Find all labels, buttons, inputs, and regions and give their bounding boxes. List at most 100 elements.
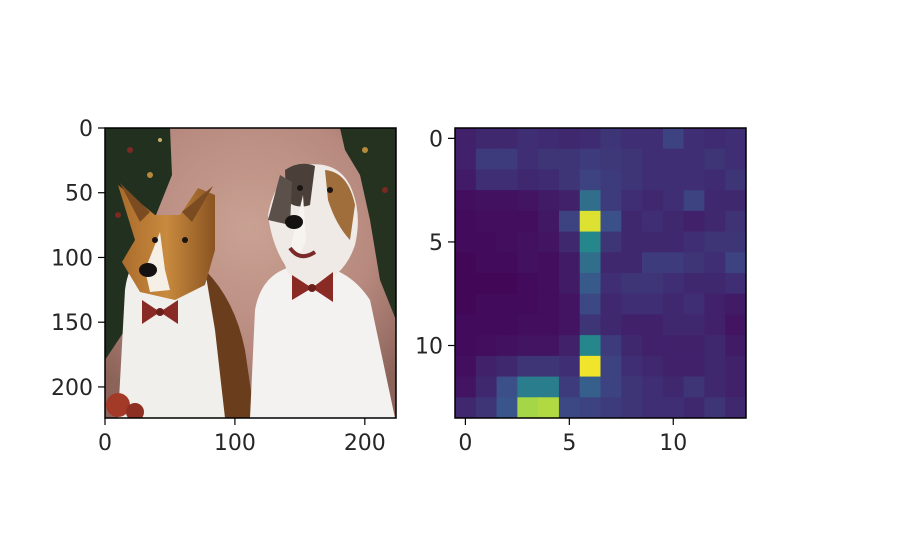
heatmap-cell bbox=[559, 232, 580, 253]
heatmap-cell bbox=[517, 314, 538, 335]
heatmap-cell bbox=[476, 377, 497, 398]
heatmap-cell bbox=[642, 397, 663, 418]
heatmap-cell bbox=[538, 377, 559, 398]
heatmap-cell bbox=[663, 377, 684, 398]
heatmap-cell bbox=[642, 169, 663, 190]
heatmap-cell bbox=[621, 252, 642, 273]
heatmap-cell bbox=[497, 377, 518, 398]
heatmap-cell bbox=[559, 128, 580, 149]
heatmap-cell bbox=[663, 314, 684, 335]
heatmap-cell bbox=[704, 252, 725, 273]
heatmap-cell bbox=[538, 335, 559, 356]
heatmap-cell bbox=[642, 149, 663, 170]
photo-panel: 0 100 200 0 50 100 150 200 bbox=[51, 117, 396, 456]
heatmap-cell bbox=[684, 377, 705, 398]
heatmap-cell bbox=[476, 356, 497, 377]
heatmap-cell bbox=[455, 356, 476, 377]
photo-xtick-label: 0 bbox=[98, 431, 112, 456]
heatmap-cell bbox=[497, 356, 518, 377]
heatmap-cell bbox=[455, 273, 476, 294]
heatmap-cell bbox=[455, 169, 476, 190]
heatmap-cell bbox=[663, 252, 684, 273]
heatmap-cell bbox=[621, 314, 642, 335]
heatmap-cell bbox=[538, 252, 559, 273]
heatmap-cell bbox=[580, 335, 601, 356]
heatmap-cell bbox=[538, 273, 559, 294]
heatmap-cell bbox=[704, 356, 725, 377]
heatmap-cell bbox=[642, 356, 663, 377]
heatmap-cell bbox=[725, 190, 746, 211]
heatmap-cell bbox=[663, 273, 684, 294]
heatmap-cell bbox=[601, 377, 622, 398]
heatmap-ytick-label: 10 bbox=[415, 335, 443, 360]
heatmap-cell bbox=[497, 128, 518, 149]
heatmap-cell bbox=[455, 252, 476, 273]
heatmap-cell bbox=[725, 252, 746, 273]
heatmap-cell bbox=[559, 314, 580, 335]
heatmap-cell bbox=[725, 397, 746, 418]
heatmap-cell bbox=[621, 294, 642, 315]
photo-ytick-label: 100 bbox=[51, 246, 93, 271]
heatmap-cell bbox=[684, 314, 705, 335]
heatmap-cell bbox=[642, 294, 663, 315]
heatmap-cell bbox=[538, 294, 559, 315]
heatmap-cell bbox=[601, 169, 622, 190]
heatmap-cell bbox=[517, 169, 538, 190]
heatmap-cell bbox=[642, 211, 663, 232]
heatmap-cell bbox=[642, 190, 663, 211]
heatmap-cell bbox=[684, 294, 705, 315]
heatmap-cell bbox=[517, 190, 538, 211]
heatmap-cell bbox=[725, 294, 746, 315]
heatmap-cell bbox=[704, 397, 725, 418]
heatmap-cell bbox=[684, 335, 705, 356]
heatmap-cell bbox=[538, 128, 559, 149]
heatmap-cell bbox=[455, 149, 476, 170]
heatmap-cell bbox=[663, 397, 684, 418]
heatmap-cell bbox=[538, 211, 559, 232]
heatmap-cell bbox=[601, 314, 622, 335]
heatmap-cell bbox=[476, 169, 497, 190]
heatmap-cell bbox=[725, 377, 746, 398]
heatmap-cell bbox=[663, 356, 684, 377]
heatmap-cell bbox=[517, 252, 538, 273]
heatmap-cell bbox=[704, 190, 725, 211]
heatmap-cell bbox=[684, 356, 705, 377]
heatmap-cell bbox=[580, 273, 601, 294]
heatmap-cell bbox=[559, 252, 580, 273]
heatmap-cell bbox=[476, 128, 497, 149]
heatmap-cell bbox=[497, 335, 518, 356]
heatmap-cell bbox=[725, 211, 746, 232]
heatmap-cell bbox=[497, 397, 518, 418]
heatmap-cell bbox=[538, 314, 559, 335]
heatmap-cell bbox=[704, 232, 725, 253]
heatmap-cell bbox=[725, 356, 746, 377]
heatmap-cell bbox=[497, 273, 518, 294]
heatmap-cell bbox=[476, 335, 497, 356]
heatmap-cell bbox=[580, 128, 601, 149]
heatmap-cell bbox=[663, 232, 684, 253]
heatmap-cell bbox=[725, 335, 746, 356]
heatmap-cell bbox=[704, 128, 725, 149]
heatmap-cell bbox=[538, 149, 559, 170]
heatmap-cell bbox=[642, 252, 663, 273]
heatmap-cell bbox=[476, 149, 497, 170]
heatmap-cell bbox=[455, 294, 476, 315]
heatmap-cell bbox=[559, 335, 580, 356]
heatmap-cell bbox=[517, 335, 538, 356]
heatmap-cell bbox=[704, 211, 725, 232]
heatmap-cell bbox=[621, 128, 642, 149]
heatmap-cell bbox=[601, 211, 622, 232]
heatmap-cell bbox=[476, 211, 497, 232]
heatmap-cell bbox=[497, 149, 518, 170]
heatmap-cell bbox=[517, 356, 538, 377]
heatmap-cell bbox=[704, 294, 725, 315]
heatmap-cell bbox=[517, 128, 538, 149]
heatmap-cell bbox=[517, 211, 538, 232]
heatmap-cell bbox=[663, 211, 684, 232]
photo-ytick-label: 0 bbox=[79, 117, 93, 142]
heatmap-cell bbox=[725, 128, 746, 149]
heatmap-cell bbox=[621, 397, 642, 418]
heatmap-cell bbox=[517, 149, 538, 170]
